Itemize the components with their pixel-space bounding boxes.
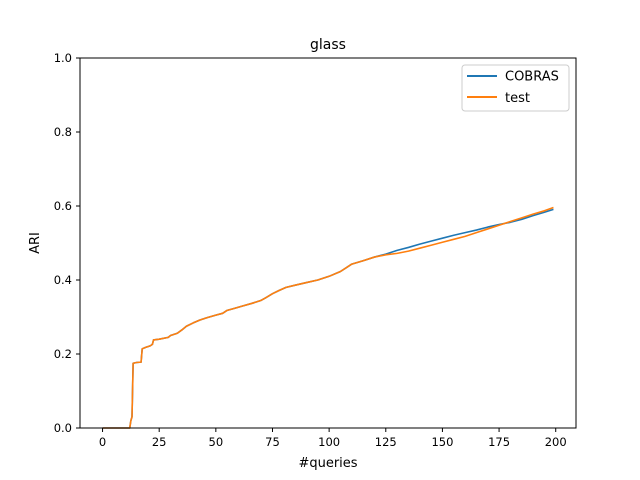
plot-frame <box>79 57 577 429</box>
legend-label-cobras: COBRAS <box>505 70 559 85</box>
y-tick-label: 0.8 <box>54 125 72 139</box>
y-axis-ticks: 0.0 0.2 0.4 0.6 0.8 1.0 <box>54 51 80 435</box>
series-layer <box>102 206 554 429</box>
y-tick-label: 0.0 <box>54 421 72 435</box>
y-tick-label: 0.4 <box>54 273 72 287</box>
y-tick-label: 1.0 <box>54 51 72 65</box>
y-tick-label: 0.2 <box>54 347 72 361</box>
x-tick-label: 175 <box>488 435 510 449</box>
x-tick-label: 25 <box>152 435 167 449</box>
y-axis-label: ARI <box>28 232 43 254</box>
x-tick-label: 150 <box>431 435 453 449</box>
chart-title: glass <box>310 37 346 53</box>
x-tick-label: 50 <box>209 435 224 449</box>
x-tick-label: 125 <box>375 435 397 449</box>
plot-area <box>80 58 576 428</box>
legend: COBRAS test <box>461 64 570 112</box>
series-line-test <box>102 206 554 429</box>
x-axis-label: #queries <box>298 456 357 471</box>
x-tick-label: 0 <box>99 435 106 449</box>
y-tick-label: 0.6 <box>54 199 72 213</box>
legend-label-test: test <box>505 91 530 106</box>
x-tick-label: 100 <box>318 435 340 449</box>
x-axis-ticks: 0 25 50 75 100 125 150 175 200 <box>99 428 567 449</box>
x-tick-label: 200 <box>545 435 567 449</box>
x-tick-label: 75 <box>265 435 280 449</box>
